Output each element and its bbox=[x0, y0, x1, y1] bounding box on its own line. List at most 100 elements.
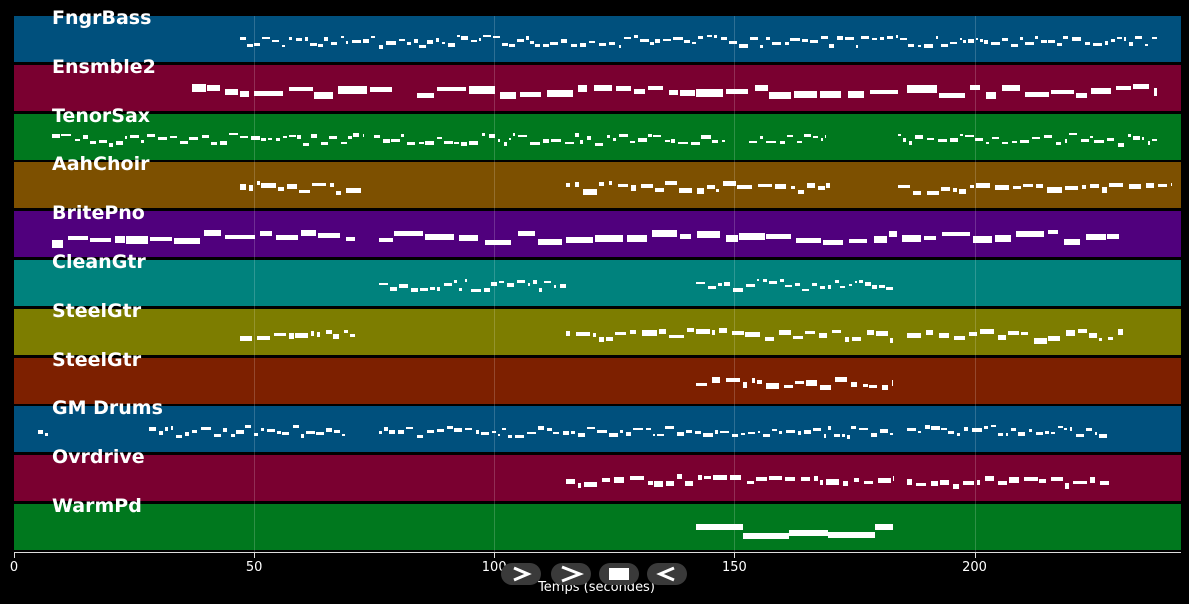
note bbox=[959, 38, 962, 40]
track-label: FngrBass bbox=[52, 7, 152, 29]
note bbox=[696, 188, 704, 194]
note bbox=[677, 432, 685, 436]
note bbox=[766, 234, 791, 239]
note bbox=[219, 141, 228, 145]
note bbox=[305, 431, 315, 434]
note bbox=[733, 288, 743, 292]
note bbox=[740, 433, 745, 435]
note bbox=[874, 524, 893, 530]
forward-icon bbox=[561, 565, 584, 583]
note bbox=[214, 434, 221, 437]
note bbox=[1132, 84, 1150, 89]
note bbox=[679, 234, 692, 239]
note bbox=[771, 429, 778, 431]
note bbox=[652, 434, 655, 436]
note bbox=[400, 134, 404, 137]
note bbox=[835, 377, 847, 382]
note bbox=[1075, 434, 1084, 437]
note bbox=[1146, 183, 1154, 188]
note bbox=[544, 281, 552, 283]
note bbox=[318, 233, 341, 238]
note bbox=[631, 185, 637, 191]
note bbox=[1117, 329, 1124, 335]
note bbox=[276, 431, 281, 434]
note bbox=[926, 191, 940, 195]
note bbox=[389, 287, 398, 291]
note bbox=[316, 432, 324, 435]
note bbox=[481, 432, 489, 435]
note bbox=[184, 432, 190, 436]
note bbox=[1132, 136, 1141, 140]
note bbox=[706, 185, 715, 189]
track-label: SteelGtr bbox=[52, 300, 142, 322]
note bbox=[399, 39, 406, 41]
note bbox=[656, 434, 664, 436]
note bbox=[623, 37, 631, 39]
note bbox=[465, 428, 472, 430]
note bbox=[580, 140, 584, 144]
note bbox=[1124, 37, 1127, 41]
note bbox=[597, 430, 607, 433]
note bbox=[272, 40, 280, 42]
note bbox=[1107, 138, 1115, 141]
play-button[interactable] bbox=[501, 563, 541, 585]
note bbox=[534, 44, 541, 47]
note bbox=[418, 142, 424, 144]
note bbox=[722, 181, 736, 186]
note bbox=[679, 188, 693, 193]
note bbox=[454, 428, 462, 432]
note bbox=[260, 183, 276, 188]
note bbox=[304, 37, 308, 41]
note bbox=[985, 476, 995, 481]
note bbox=[619, 430, 624, 433]
note bbox=[708, 286, 717, 289]
note bbox=[520, 92, 541, 97]
stop-button[interactable] bbox=[599, 563, 639, 585]
note bbox=[1134, 36, 1142, 39]
note bbox=[789, 530, 828, 536]
note bbox=[974, 138, 983, 141]
note bbox=[794, 283, 800, 286]
note bbox=[757, 431, 761, 433]
note bbox=[211, 142, 218, 145]
note bbox=[61, 134, 72, 136]
note bbox=[1065, 330, 1075, 336]
note bbox=[888, 231, 898, 237]
note bbox=[427, 40, 433, 44]
note bbox=[738, 44, 748, 48]
note bbox=[780, 279, 784, 282]
note bbox=[1020, 332, 1028, 335]
note bbox=[962, 481, 975, 485]
note bbox=[1065, 186, 1078, 190]
note bbox=[157, 137, 167, 140]
note bbox=[998, 335, 1007, 340]
note bbox=[553, 285, 557, 288]
note bbox=[612, 138, 616, 141]
note bbox=[618, 45, 622, 48]
track-lane-britepno bbox=[14, 211, 1181, 257]
note bbox=[897, 185, 911, 188]
note bbox=[716, 189, 720, 192]
note bbox=[979, 39, 983, 42]
note bbox=[731, 434, 738, 437]
note bbox=[289, 333, 295, 339]
note bbox=[353, 133, 360, 137]
note bbox=[592, 333, 596, 337]
forward-button[interactable] bbox=[551, 563, 591, 585]
note bbox=[239, 184, 247, 190]
note bbox=[507, 435, 513, 438]
x-axis-line bbox=[14, 552, 1181, 553]
note bbox=[752, 378, 756, 383]
note bbox=[754, 85, 768, 91]
note bbox=[240, 91, 249, 97]
track-lane-cleangtr bbox=[14, 260, 1181, 306]
note bbox=[907, 428, 916, 431]
note bbox=[173, 238, 201, 244]
rewind-button[interactable] bbox=[647, 563, 687, 585]
note bbox=[665, 426, 675, 429]
note bbox=[652, 230, 677, 237]
note bbox=[1007, 331, 1020, 335]
note bbox=[1032, 137, 1041, 139]
note bbox=[393, 231, 424, 236]
note bbox=[801, 289, 810, 291]
